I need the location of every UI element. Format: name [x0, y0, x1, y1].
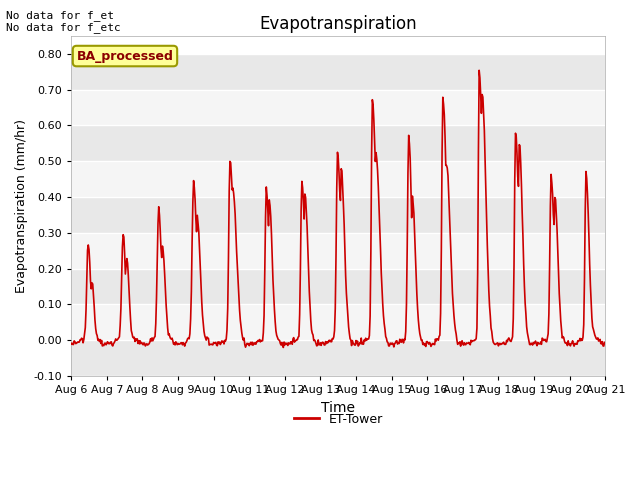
Bar — [71, 125, 605, 161]
Bar — [71, 161, 605, 197]
Bar — [71, 304, 605, 340]
Text: No data for f_et
No data for f_etc: No data for f_et No data for f_etc — [6, 10, 121, 33]
Bar — [71, 197, 605, 233]
Y-axis label: Evapotranspiration (mm/hr): Evapotranspiration (mm/hr) — [15, 119, 28, 293]
Bar — [71, 54, 605, 90]
Bar — [71, 233, 605, 269]
Bar — [71, 90, 605, 125]
Title: Evapotranspiration: Evapotranspiration — [259, 15, 417, 33]
Bar — [71, 340, 605, 376]
X-axis label: Time: Time — [321, 400, 355, 415]
Legend: ET-Tower: ET-Tower — [289, 408, 388, 431]
Bar — [71, 269, 605, 304]
Text: BA_processed: BA_processed — [77, 49, 173, 62]
